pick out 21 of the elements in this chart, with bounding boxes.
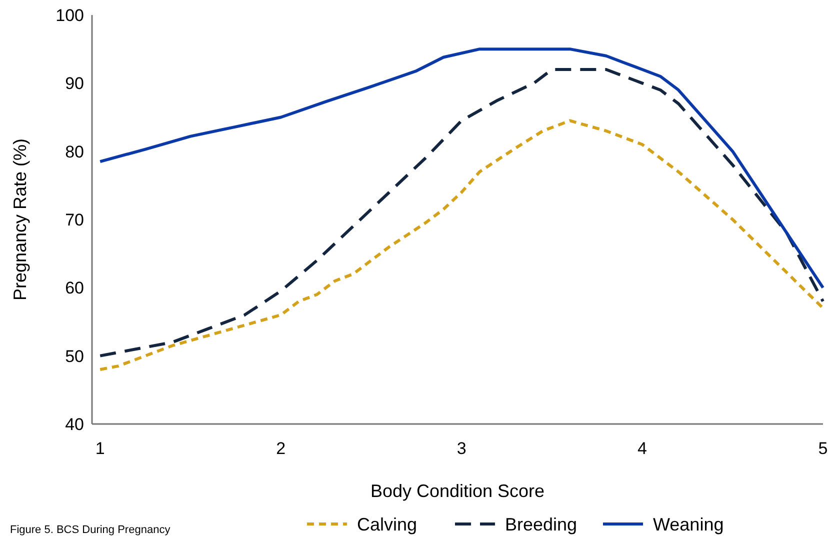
x-tick-label: 3	[456, 439, 466, 458]
line-series	[98, 68, 824, 358]
y-tick-label: 50	[65, 346, 84, 366]
line-series	[98, 48, 824, 290]
y-tick-label: 80	[65, 142, 84, 162]
x-tick-label: 5	[818, 439, 828, 458]
y-tick-label: 60	[65, 278, 84, 298]
y-tick-label: 70	[65, 210, 84, 230]
x-tick-label: 1	[95, 439, 105, 458]
caption: Figure 5. BCS During Pregnancy	[10, 524, 171, 536]
legend-label: Calving	[357, 514, 418, 534]
y-axis-title: Pregnancy Rate (%)	[10, 138, 30, 301]
x-axis-title: Body Condition Score	[370, 481, 545, 501]
x-tick-label: 4	[638, 439, 648, 458]
x-tick-label: 2	[276, 439, 286, 458]
line-series	[98, 119, 824, 371]
legend-label: Breeding	[505, 514, 578, 534]
y-tick-label: 100	[56, 6, 84, 25]
y-tick-label: 90	[65, 74, 84, 94]
legend-label: Weaning	[653, 514, 724, 534]
y-tick-label: 40	[65, 414, 84, 434]
